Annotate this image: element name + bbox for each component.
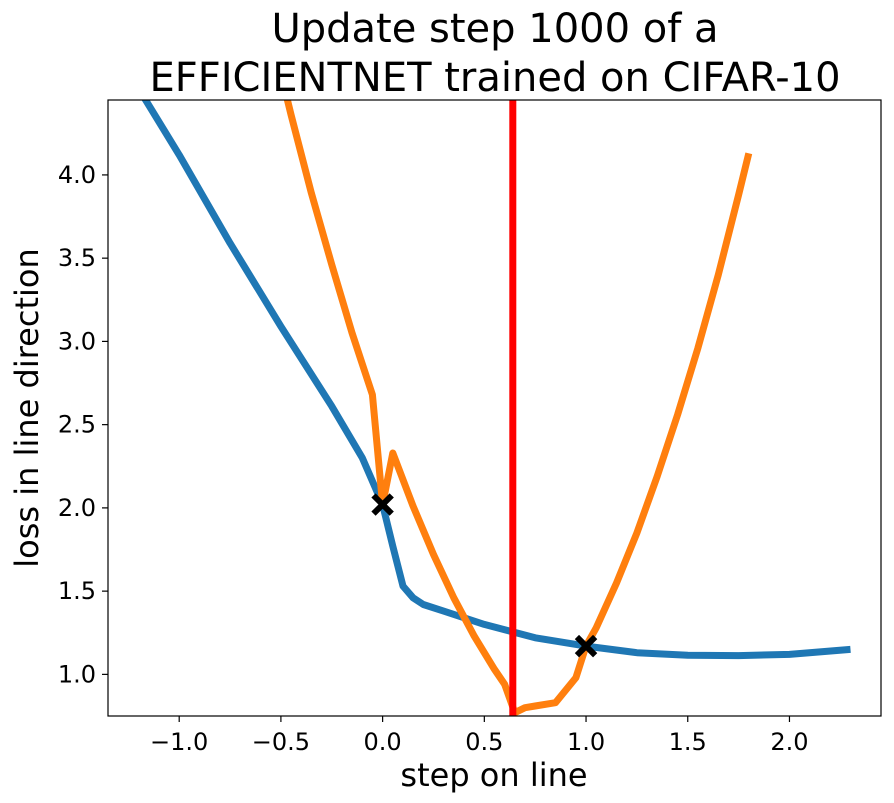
y-tick-label: 2.0 (58, 494, 96, 522)
y-tick-label: 3.0 (58, 327, 96, 355)
x-tick-label: 0.0 (364, 728, 402, 756)
x-tick-label: −1.0 (150, 728, 208, 756)
plot-area (107, 99, 882, 717)
y-tick-label: 1.0 (58, 660, 96, 688)
x-marker-1 (371, 493, 394, 516)
series-line-1 (141, 100, 851, 660)
x-tick-label: 1.5 (669, 728, 707, 756)
x-marker-2 (574, 634, 598, 658)
y-tick-label: 4.0 (58, 161, 96, 189)
y-tick-label: 3.5 (58, 244, 96, 272)
x-tick-label: 1.0 (567, 728, 605, 756)
x-tick-label: −0.5 (252, 728, 310, 756)
plot-frame (107, 99, 882, 717)
y-axis: 1.0 1.5 2.0 2.5 3.0 3.5 4.0 (58, 161, 108, 688)
x-tick-label: 2.0 (770, 728, 808, 756)
x-axis: −1.0 −0.5 0.0 0.5 1.0 1.5 2.0 (150, 716, 809, 756)
y-axis-label: loss in line direction (8, 248, 46, 567)
x-axis-label: step on line (400, 756, 587, 794)
y-tick-label: 2.5 (58, 411, 96, 439)
chart-title-line-2: EFFICIENTNET trained on CIFAR-10 (149, 55, 840, 101)
x-tick-label: 0.5 (465, 728, 503, 756)
y-tick-label: 1.5 (58, 577, 96, 605)
chart-title-line-1: Update step 1000 of a (271, 6, 718, 52)
